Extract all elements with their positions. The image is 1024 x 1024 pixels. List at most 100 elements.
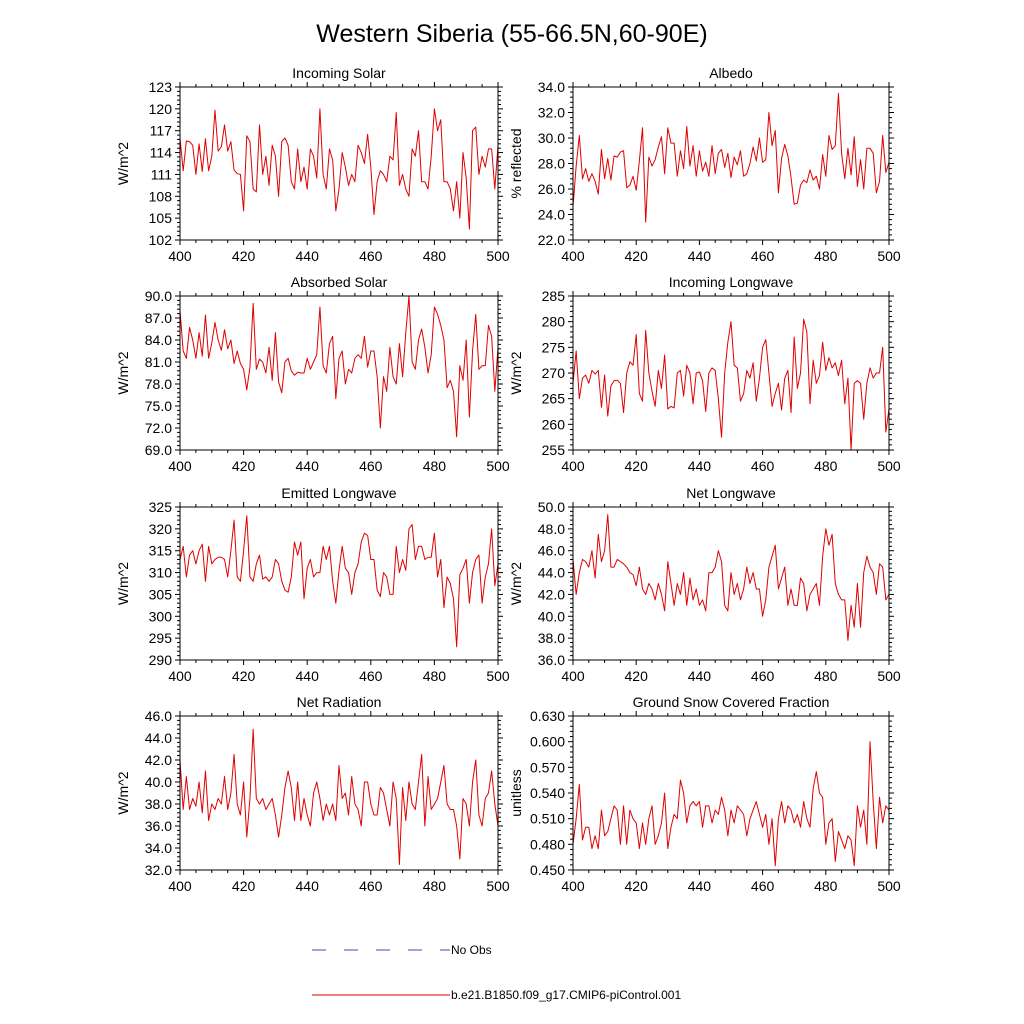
y-tick-label: 44.0 — [538, 565, 565, 581]
legend-obs-label: No Obs — [451, 943, 492, 957]
plot-frame — [572, 506, 890, 661]
x-tick-label: 500 — [486, 248, 510, 264]
y-tick-label: 305 — [149, 586, 173, 602]
y-tick-label: 275 — [542, 339, 566, 355]
y-tick-label: 24.0 — [538, 207, 565, 223]
y-tick-label: 90.0 — [145, 288, 172, 304]
x-tick-label: 420 — [232, 248, 256, 264]
x-tick-label: 500 — [877, 248, 901, 264]
y-tick-label: 280 — [542, 314, 566, 330]
y-tick-label: 40.0 — [538, 608, 565, 624]
x-tick-label: 480 — [814, 458, 838, 474]
plot-frame — [179, 86, 499, 241]
y-tick-label: 295 — [149, 630, 173, 646]
y-tick-label: 26.0 — [538, 181, 565, 197]
x-tick-label: 440 — [296, 878, 320, 894]
y-axis-label: W/m^2 — [115, 771, 131, 814]
x-tick-label: 440 — [688, 458, 712, 474]
panel-2: Absorbed Solar W/m^2 69.0 72.0 75.0 78.0 81.0 8… — [115, 274, 510, 474]
x-tick-label: 420 — [625, 668, 649, 684]
series-line — [179, 515, 499, 648]
y-tick-label: 87.0 — [145, 310, 172, 326]
series-line — [572, 92, 890, 223]
x-tick-label: 420 — [232, 458, 256, 474]
y-tick-label: 325 — [149, 499, 173, 515]
y-tick-label: 38.0 — [538, 630, 565, 646]
series-line — [572, 318, 890, 451]
x-tick-label: 440 — [296, 668, 320, 684]
figure-title: Western Siberia (55-66.5N,60-90E) — [316, 20, 707, 48]
x-tick-label: 460 — [751, 668, 775, 684]
y-tick-label: 0.540 — [530, 785, 565, 801]
series-line — [179, 295, 499, 438]
x-tick-label: 460 — [359, 878, 383, 894]
plot-frame — [572, 715, 890, 871]
panel-title: Incoming Solar — [292, 65, 386, 81]
y-tick-label: 300 — [149, 608, 173, 624]
y-axis-label: % reflected — [508, 128, 524, 198]
y-tick-label: 108 — [149, 188, 173, 204]
y-axis-label: W/m^2 — [115, 562, 131, 605]
panel-1: Albedo % reflected 22.0 24.0 26.0 28.0 30.0 32.… — [508, 65, 901, 264]
x-tick-label: 440 — [296, 248, 320, 264]
y-tick-label: 0.570 — [530, 759, 565, 775]
y-tick-label: 40.0 — [145, 774, 172, 790]
y-axis-label: W/m^2 — [508, 562, 524, 605]
x-tick-label: 460 — [359, 458, 383, 474]
x-tick-label: 400 — [561, 878, 585, 894]
y-axis-label: unitless — [508, 769, 524, 816]
x-tick-label: 500 — [877, 668, 901, 684]
y-tick-label: 120 — [149, 101, 173, 117]
y-tick-label: 310 — [149, 565, 173, 581]
y-tick-label: 111 — [151, 166, 172, 182]
y-tick-label: 260 — [542, 416, 566, 432]
x-tick-label: 480 — [423, 248, 447, 264]
x-tick-label: 440 — [688, 248, 712, 264]
y-tick-label: 72.0 — [145, 420, 172, 436]
y-tick-label: 48.0 — [538, 521, 565, 537]
x-tick-label: 420 — [625, 458, 649, 474]
y-tick-label: 44.0 — [145, 730, 172, 746]
y-tick-label: 46.0 — [145, 708, 172, 724]
x-tick-label: 420 — [232, 668, 256, 684]
x-tick-label: 400 — [561, 248, 585, 264]
panel-title: Albedo — [709, 65, 753, 81]
y-tick-label: 42.0 — [145, 752, 172, 768]
y-tick-label: 22.0 — [538, 232, 565, 248]
plot-frame — [179, 295, 499, 451]
x-tick-label: 480 — [814, 668, 838, 684]
x-tick-label: 500 — [486, 878, 510, 894]
plot-frame — [179, 715, 499, 871]
series-line — [572, 741, 890, 867]
x-tick-label: 440 — [296, 458, 320, 474]
y-axis-label: W/m^2 — [115, 142, 131, 185]
panel-title: Ground Snow Covered Fraction — [633, 694, 830, 710]
y-tick-label: 320 — [149, 521, 173, 537]
x-tick-label: 480 — [814, 248, 838, 264]
x-tick-label: 400 — [168, 878, 192, 894]
y-tick-label: 0.450 — [530, 862, 565, 878]
series-line — [179, 108, 499, 230]
legend: No Obs b.e21.B1850.f09_g17.CMIP6-piContr… — [312, 943, 681, 1002]
panel-title: Net Radiation — [297, 694, 382, 710]
x-tick-label: 480 — [423, 458, 447, 474]
x-tick-label: 500 — [877, 878, 901, 894]
y-tick-label: 114 — [150, 145, 173, 161]
series-line — [179, 728, 499, 865]
y-tick-label: 102 — [149, 232, 173, 248]
panel-6: Net Radiation W/m^2 32.0 34.0 36.0 38.0 40.0 42… — [115, 694, 510, 894]
y-tick-label: 84.0 — [145, 332, 172, 348]
y-tick-label: 75.0 — [145, 398, 172, 414]
y-tick-label: 42.0 — [538, 586, 565, 602]
x-tick-label: 500 — [486, 668, 510, 684]
y-tick-label: 78.0 — [145, 376, 172, 392]
x-tick-label: 500 — [877, 458, 901, 474]
y-tick-label: 32.0 — [145, 862, 172, 878]
panel-5: Net Longwave W/m^2 36.0 38.0 40.0 42.0 44.0 46.… — [508, 485, 901, 684]
y-tick-label: 123 — [149, 79, 173, 95]
y-tick-label: 105 — [149, 210, 173, 226]
x-tick-label: 480 — [423, 878, 447, 894]
panel-title: Absorbed Solar — [291, 274, 388, 290]
panel-title: Emitted Longwave — [281, 485, 396, 501]
y-tick-label: 38.0 — [145, 796, 172, 812]
